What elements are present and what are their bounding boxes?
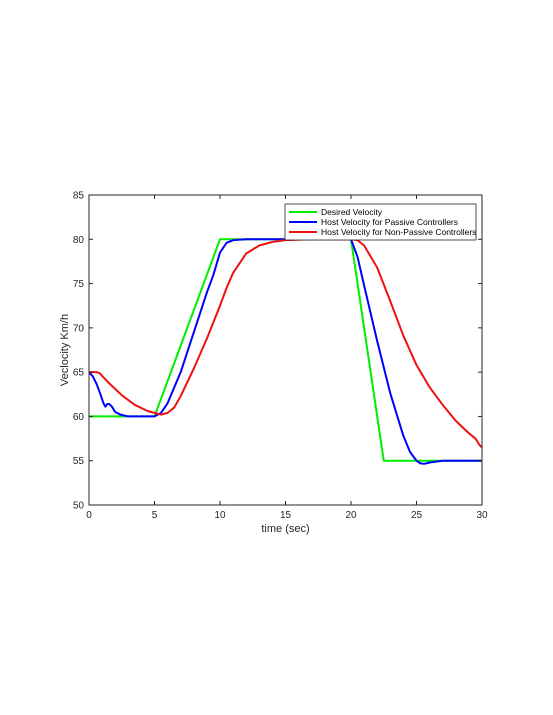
y-tick-label: 75: [73, 279, 85, 290]
x-axis-label: time (sec): [261, 523, 309, 535]
series-line-3: [89, 238, 483, 449]
axis-ticks: 0 5 10 15 20 25 30 50 55 60 65 70 75 80 85: [73, 191, 488, 522]
x-tick-label: 25: [411, 510, 423, 521]
series-line-1: [89, 238, 482, 462]
legend-entry: Desired Velocity: [321, 207, 383, 217]
legend-entry: Host Velocity for Passive Controllers: [321, 217, 458, 227]
y-tick-label: 85: [73, 191, 85, 202]
y-axis-label: Veclocity Km/h: [59, 314, 71, 386]
y-tick-label: 60: [73, 412, 85, 423]
y-tick-label: 80: [73, 235, 85, 246]
series-layer: [88, 238, 483, 465]
y-tick-label: 70: [73, 323, 85, 334]
x-tick-label: 0: [86, 510, 92, 521]
x-tick-label: 20: [345, 510, 357, 521]
series-line-2: [88, 238, 482, 465]
x-tick-label: 30: [476, 510, 488, 521]
x-tick-label: 10: [214, 510, 226, 521]
y-tick-label: 50: [73, 501, 85, 512]
x-tick-label: 15: [280, 510, 292, 521]
x-tick-label: 5: [152, 510, 158, 521]
y-tick-label: 65: [73, 368, 85, 379]
legend-entry: Host Velocity for Non-Passive Controller…: [321, 227, 476, 237]
plot-frame: [88, 194, 483, 506]
y-tick-label: 55: [73, 456, 85, 467]
